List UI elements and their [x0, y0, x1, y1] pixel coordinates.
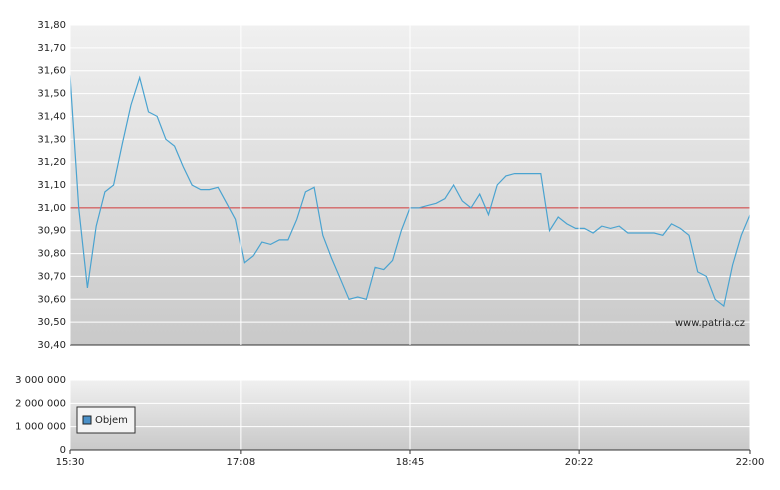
x-tick-label: 22:00 [736, 457, 765, 468]
y-tick-label: 31,00 [37, 203, 66, 214]
y-tick-label: 3 000 000 [15, 375, 66, 386]
y-tick-label: 0 [60, 445, 66, 456]
legend-label: Objem [95, 415, 128, 426]
y-tick-label: 31,60 [37, 66, 66, 77]
y-tick-label: 31,50 [37, 89, 66, 100]
y-tick-label: 30,80 [37, 249, 66, 260]
y-tick-label: 1 000 000 [15, 422, 66, 433]
x-tick-label: 20:22 [565, 457, 594, 468]
x-tick-label: 17:08 [226, 457, 255, 468]
watermark: www.patria.cz [675, 318, 745, 329]
y-tick-label: 31,10 [37, 180, 66, 191]
y-tick-label: 31,70 [37, 43, 66, 54]
y-tick-label: 30,50 [37, 317, 66, 328]
y-tick-label: 31,40 [37, 111, 66, 122]
legend-swatch [82, 415, 92, 425]
x-tick-label: 18:45 [396, 457, 425, 468]
y-tick-label: 31,80 [37, 20, 66, 31]
y-tick-label: 30,70 [37, 271, 66, 282]
x-tick-label: 15:30 [56, 457, 85, 468]
y-tick-label: 31,20 [37, 157, 66, 168]
y-tick-label: 31,30 [37, 134, 66, 145]
y-tick-label: 30,90 [37, 226, 66, 237]
y-tick-label: 30,40 [37, 340, 66, 351]
y-tick-label: 30,60 [37, 294, 66, 305]
y-tick-label: 2 000 000 [15, 398, 66, 409]
